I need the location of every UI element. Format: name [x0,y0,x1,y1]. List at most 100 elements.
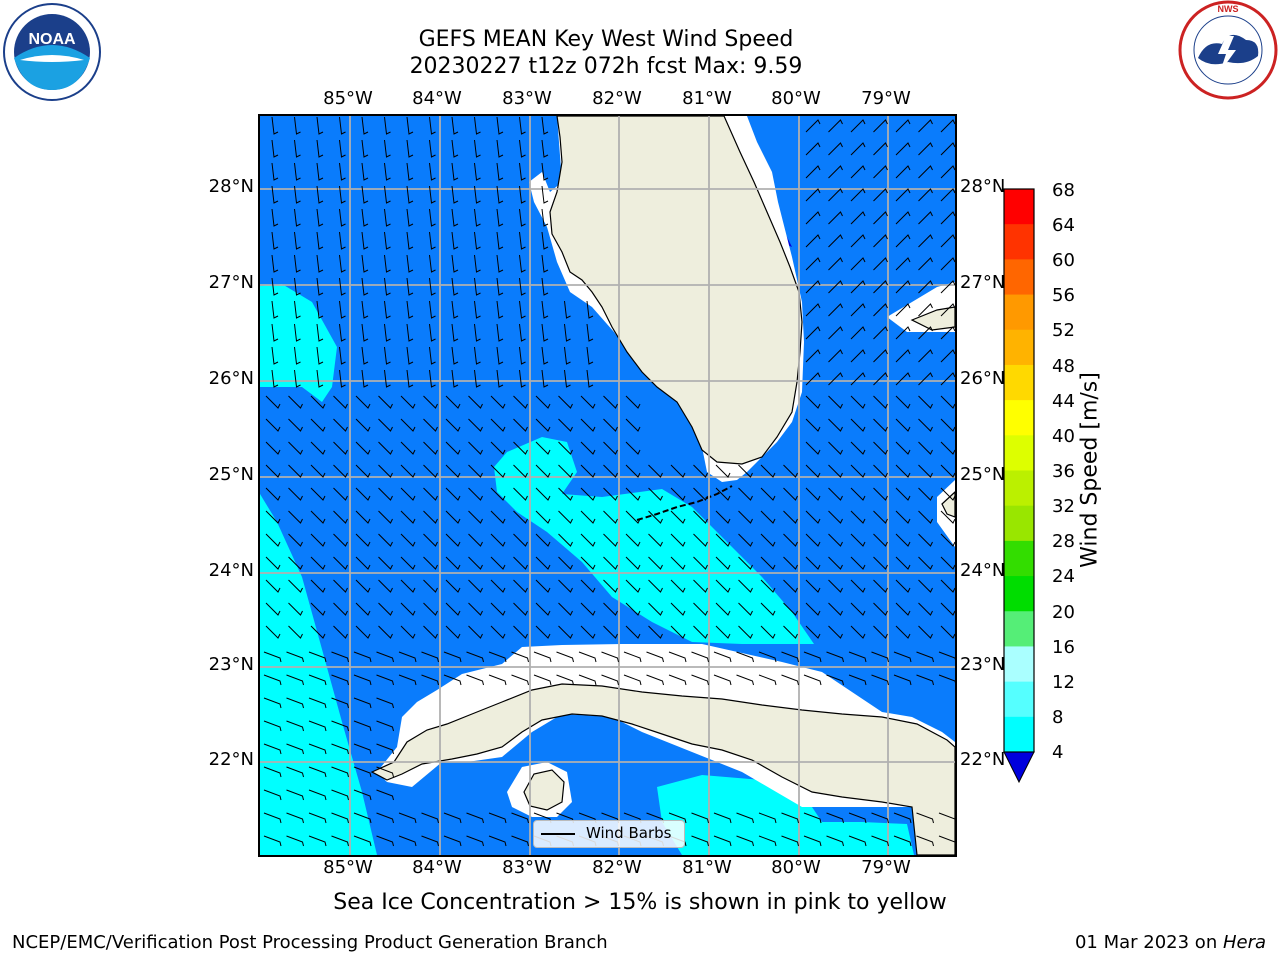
wind-barb [490,602,506,616]
wind-barb [400,464,416,478]
wind-barb [474,139,481,158]
colorbar-tick: 8 [1052,707,1064,728]
wind-barb [871,674,889,686]
wind-barb [468,441,483,455]
wind-barb [541,277,549,296]
wind-barb [294,369,301,388]
wind-barb [625,556,641,570]
wind-barb [693,510,708,524]
wind-barb [805,165,821,179]
wind-barb [648,464,663,478]
wind-barb [805,303,821,317]
wind-barb [308,835,327,847]
wind-barb [378,602,393,616]
lat-label: 22°N [960,749,1006,770]
wind-barb [940,165,955,179]
wind-barb [400,533,416,547]
wind-barb [271,208,279,227]
wind-barb [286,651,304,663]
wind-barb [265,556,281,570]
wind-barb [758,674,777,686]
wind-barb [271,323,279,342]
wind-barb [564,369,571,388]
wind-barb [938,674,955,684]
wind-barb [691,674,709,686]
wind-barb [286,720,304,732]
colorbar-extend-triangle [1003,751,1035,784]
wind-barb [850,464,866,478]
wind-barb [783,464,798,478]
wind-barb [805,257,821,271]
wind-barb [918,303,933,317]
wind-barb [511,835,529,847]
wind-barb [580,441,596,455]
wind-barb [940,326,955,340]
wind-barb [850,349,866,363]
wind-barb [355,441,371,455]
wind-barb [271,277,279,296]
wind-barb [496,277,504,296]
wind-barb [873,464,888,478]
wind-barb [760,556,776,570]
wind-barb [451,254,459,273]
wind-barb [288,395,303,409]
wind-barb [828,142,843,156]
wind-barb [339,231,346,250]
wind-barb [406,254,414,273]
wind-barb [361,277,369,296]
wind-barb [850,579,866,593]
wind-barb [294,254,301,273]
wind-barb [580,625,596,639]
wind-barb [603,510,618,524]
wind-barb [519,185,526,204]
wind-barb [294,277,301,296]
wind-barb [758,651,777,663]
wind-barb [378,510,393,524]
wind-barb [918,395,933,409]
wind-barb [541,300,549,319]
wind-barb [940,602,955,616]
colorbar-segment [1004,329,1034,366]
wind-barb [781,651,799,663]
wind-barb [316,323,324,342]
colorbar-segment [1004,716,1034,753]
wind-barb [873,556,888,570]
wind-barb [378,625,393,639]
wind-barb [895,441,911,455]
colorbar-tick: 48 [1052,356,1075,377]
wind-barb [288,533,303,547]
wind-barb [445,418,461,432]
sea-ice-note: Sea Ice Concentration > 15% is shown in … [333,890,947,915]
wind-barb [265,533,281,547]
lat-label: 28°N [208,176,254,197]
wind-barb [496,346,504,365]
wind-barb [384,369,391,388]
wind-barb [850,188,866,202]
wind-barb [361,185,369,204]
wind-barb [333,579,348,593]
wind-barb [648,510,663,524]
wind-barb [468,602,483,616]
wind-barb [850,533,866,547]
wind-barb [580,395,596,409]
wind-barb [850,372,866,386]
wind-barb [586,323,594,342]
wind-barb [918,625,933,639]
wind-barb [511,651,529,663]
wind-barb [265,441,281,455]
wind-barb [445,625,461,639]
wind-barb [828,441,843,455]
wind-barb [429,231,436,250]
wind-barb [376,766,394,778]
wind-barb [873,418,888,432]
wind-barb [625,441,641,455]
wind-barb [873,579,888,593]
wind-barb [535,579,551,593]
wind-barb [738,464,753,478]
wind-barb [496,139,504,158]
wind-barb [511,674,529,686]
wind-barb [648,625,663,639]
wind-barb [805,372,821,386]
wind-barb [916,674,934,686]
wind-barb [355,418,371,432]
